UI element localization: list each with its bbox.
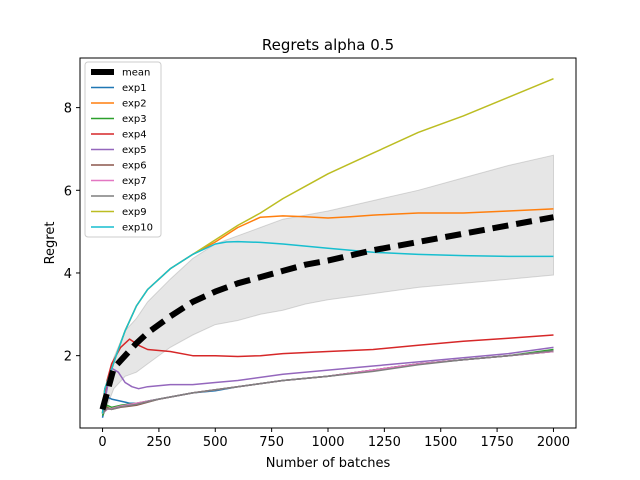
legend-label-exp9: exp9: [122, 207, 147, 218]
legend-label-exp3: exp3: [122, 114, 147, 125]
confidence-band-area: [102, 154, 554, 418]
x-tick-label: 750: [259, 435, 284, 450]
series-lines: [99, 78, 555, 418]
legend-label-exp4: exp4: [122, 130, 147, 141]
confidence-band: [102, 154, 554, 418]
x-axis-label: Number of batches: [266, 456, 391, 471]
y-tick-label: 4: [64, 267, 72, 282]
y-tick-label: 6: [64, 184, 72, 199]
legend: mean exp1 exp2 exp3 exp4 exp5 exp6 exp7 exp8 exp9…: [84, 61, 162, 238]
legend-label-exp10: exp10: [122, 223, 153, 234]
x-tick-label: 1000: [311, 435, 344, 450]
series-line-exp8: [101, 349, 554, 415]
x-tick-label: 1500: [424, 435, 457, 450]
x-tick-label: 250: [146, 435, 171, 450]
x-axis: 0 250 500 750 1000 1250 1500 1750 2000: [98, 428, 570, 450]
series-line-exp5: [101, 346, 554, 414]
legend-label-exp7: exp7: [122, 176, 147, 187]
x-tick-label: 0: [98, 435, 106, 450]
x-tick-label: 1750: [481, 435, 514, 450]
y-tick-label: 2: [64, 350, 72, 365]
y-axis: 2 4 6 8: [64, 102, 80, 365]
legend-label-exp6: exp6: [122, 161, 147, 172]
x-tick-label: 1250: [368, 435, 401, 450]
y-axis-label: Regret: [43, 222, 58, 265]
x-tick-label: 500: [203, 435, 228, 450]
legend-box: [84, 61, 162, 238]
y-tick-label: 8: [64, 102, 72, 117]
series-line-mean: [99, 214, 555, 411]
legend-label-exp2: exp2: [122, 99, 147, 110]
series-line-exp10: [101, 240, 554, 414]
series-line-exp4: [101, 334, 554, 414]
x-tick-label: 2000: [537, 435, 570, 450]
legend-label-exp1: exp1: [122, 83, 147, 94]
legend-label-exp5: exp5: [122, 145, 147, 156]
legend-label-exp8: exp8: [122, 192, 147, 203]
chart-title: Regrets alpha 0.5: [262, 36, 394, 54]
legend-label-mean: mean: [122, 68, 150, 79]
